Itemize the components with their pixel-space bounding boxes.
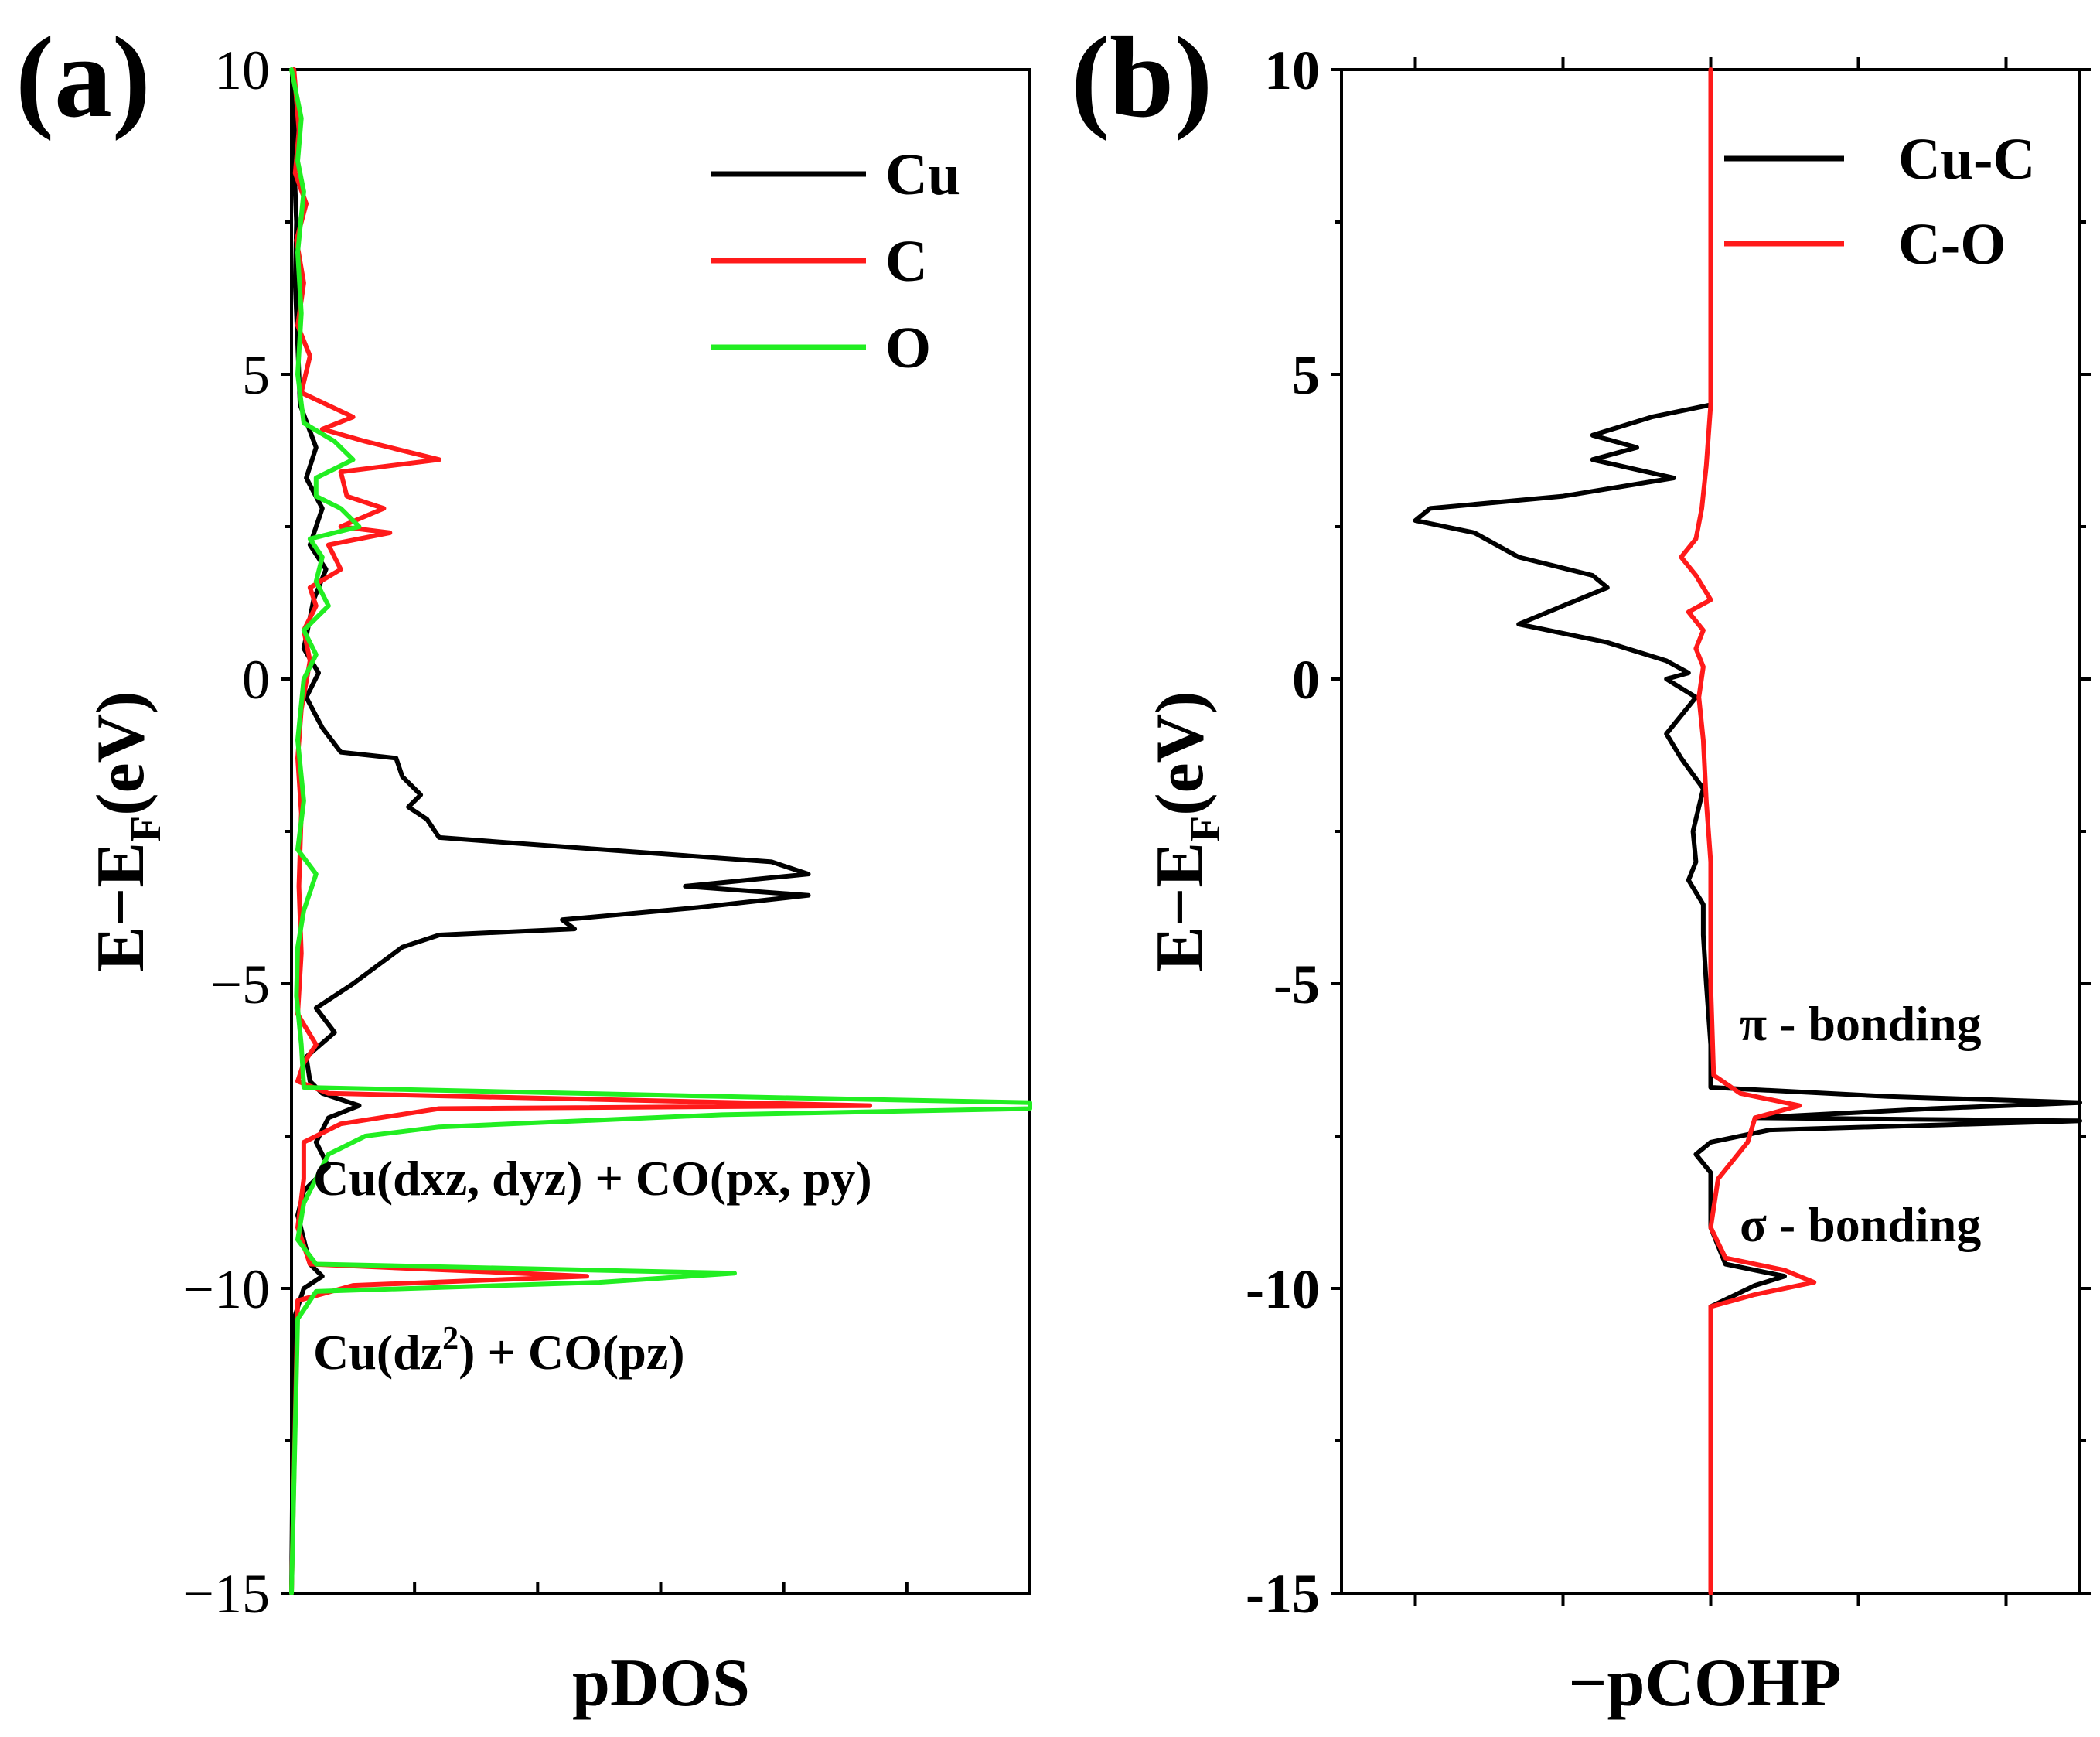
annotation-pi-bonding: π - bonding: [1740, 996, 1982, 1051]
annotation-sigma-bonding: σ - bonding: [1740, 1197, 1981, 1252]
panel-b-y-axis-title: E−EF(eV): [1143, 691, 1229, 972]
panel-b-y-title-tail: (eV): [1143, 691, 1218, 816]
y-tick-label: 0: [1292, 649, 1320, 711]
panel-a-label: (a): [15, 13, 151, 142]
series-line-c-o: [1679, 67, 1817, 1595]
y-tick-label: -10: [1246, 1258, 1320, 1320]
panel-a-legend: Cu CO: [711, 142, 960, 381]
annotation-dz2: Cu(dz2) + CO(pz): [313, 1321, 685, 1380]
panel-b-pcohp: (b) 10 5 0 -5 -10 -15 Cu-C C-O π - bonding σ -…: [1071, 13, 2091, 1721]
y-tick-label: 10: [214, 39, 270, 101]
annotation-dz2-main: Cu(dz: [313, 1325, 442, 1380]
annotation-dz2-tail: ) + CO(pz): [459, 1325, 684, 1380]
legend-label-c-o: C-O: [1898, 212, 2006, 277]
y-tick-label: −15: [182, 1563, 270, 1625]
panel-b-y-title-main: E−E: [1143, 842, 1218, 972]
legend-label-cu-c: Cu-C: [1898, 127, 2035, 192]
series-line-o: [289, 67, 1032, 1595]
panel-a-y-title-sub: F: [122, 816, 170, 842]
y-tick-label: 0: [242, 649, 270, 711]
panel-b-label: (b): [1071, 13, 1212, 142]
annotation-dz2-sup: 2: [442, 1321, 459, 1356]
y-tick-label: 10: [1264, 39, 1320, 101]
panel-a-y-ticks: 10 5 0 −5 −10 −15: [182, 39, 909, 1625]
panel-a-pdos: (a) 10 5 0 −5 −10 −15 Cu CO Cu(dxz, dyz) + CO(…: [15, 13, 1032, 1721]
panel-b-x-axis-title: −pCOHP: [1568, 1646, 1841, 1721]
y-tick-label: -5: [1273, 954, 1320, 1015]
panel-b-x-ticks: [1413, 57, 2008, 1606]
legend-label-cu: Cu: [885, 142, 960, 207]
panel-a-x-axis-title: pDOS: [572, 1646, 750, 1721]
y-tick-label: −10: [182, 1258, 270, 1320]
panel-b-curves: [1413, 67, 2082, 1595]
legend-label-o: O: [885, 316, 931, 381]
panel-a-y-axis-title: E−EF(eV): [84, 691, 170, 972]
panel-a-y-title-main: E−E: [84, 842, 159, 972]
series-line-cu-c: [1413, 67, 2082, 1595]
legend-label-c: C: [885, 229, 928, 294]
panel-b-y-ticks: 10 5 0 -5 -10 -15: [1246, 39, 2091, 1625]
y-tick-label: 5: [242, 344, 270, 406]
y-tick-label: -15: [1246, 1563, 1320, 1625]
panel-a-y-title-tail: (eV): [84, 691, 159, 816]
y-tick-label: −5: [210, 954, 270, 1015]
y-tick-label: 5: [1292, 344, 1320, 406]
panel-b-y-title-sub: F: [1181, 816, 1229, 842]
panel-a-curves: [289, 67, 1032, 1595]
panel-b-legend: Cu-C C-O: [1724, 127, 2035, 277]
annotation-dxz-dyz: Cu(dxz, dyz) + CO(px, py): [313, 1151, 872, 1206]
